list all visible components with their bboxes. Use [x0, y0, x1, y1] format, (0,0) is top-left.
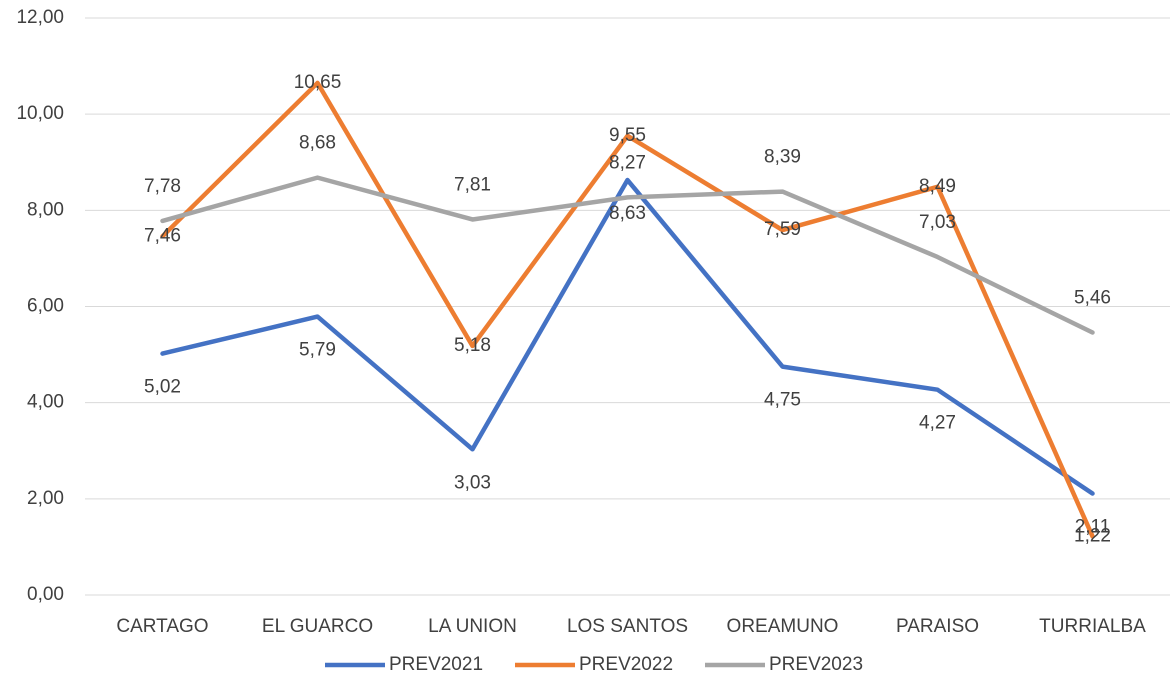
x-tick-label: LA UNION [428, 616, 517, 637]
data-label: 8,63 [609, 203, 646, 224]
data-label: 7,78 [144, 176, 181, 197]
x-tick-label: TURRIALBA [1039, 616, 1146, 637]
x-tick-label: CARTAGO [116, 616, 208, 637]
legend-label: PREV2021 [389, 654, 483, 675]
data-label: 8,49 [919, 176, 956, 197]
y-tick-label: 6,00 [27, 296, 64, 317]
data-label: 5,18 [454, 335, 491, 356]
y-tick-label: 12,00 [16, 7, 64, 28]
data-label: 9,55 [609, 125, 646, 146]
y-tick-label: 0,00 [27, 584, 64, 605]
data-label: 1,22 [1074, 525, 1111, 546]
data-label: 10,65 [294, 72, 342, 93]
data-label: 5,79 [299, 340, 336, 361]
y-tick-label: 8,00 [27, 199, 64, 220]
data-label: 8,27 [609, 152, 646, 173]
x-tick-label: PARAISO [896, 616, 979, 637]
y-tick-label: 4,00 [27, 392, 64, 413]
data-label: 2,11 [1075, 517, 1111, 538]
x-tick-label: EL GUARCO [262, 616, 373, 637]
series-line [160, 80, 1095, 539]
x-tick-label: OREAMUNO [727, 616, 839, 637]
data-label: 3,03 [454, 472, 491, 493]
x-tick-label: LOS SANTOS [567, 616, 688, 637]
data-label: 8,39 [764, 147, 801, 168]
data-label: 7,03 [919, 212, 956, 233]
data-label: 5,02 [144, 377, 181, 398]
data-label: 5,46 [1074, 287, 1111, 308]
data-label: 4,27 [919, 413, 956, 434]
y-tick-label: 10,00 [16, 103, 64, 124]
data-label: 8,68 [299, 133, 336, 154]
legend-label: PREV2023 [769, 654, 863, 675]
data-label: 4,75 [764, 390, 801, 411]
series-line [160, 177, 1095, 496]
data-label: 7,81 [454, 174, 491, 195]
data-label: 7,59 [764, 219, 801, 240]
legend-label: PREV2022 [579, 654, 673, 675]
series-line [160, 175, 1095, 335]
y-tick-label: 2,00 [27, 488, 64, 509]
data-label: 7,46 [144, 225, 181, 246]
